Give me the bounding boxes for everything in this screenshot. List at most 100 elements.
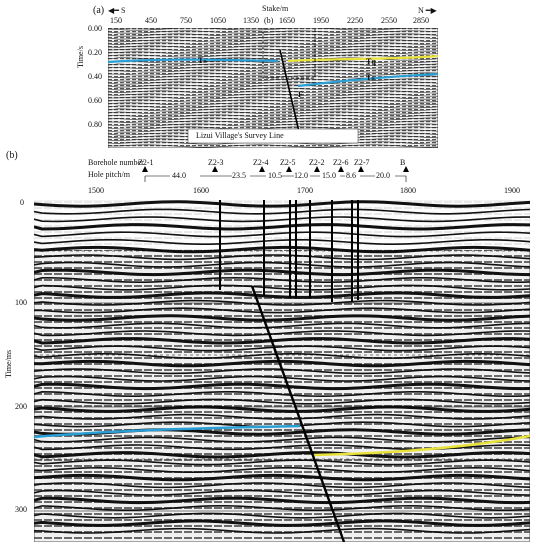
reflector-trace (108, 72, 438, 76)
borehole-label: Z2-3 (208, 158, 224, 167)
reflector-band (34, 216, 530, 223)
fault-line-b (250, 285, 346, 542)
x-tick-label: 1900 (504, 186, 520, 195)
y-tick-label: 0.60 (88, 96, 102, 105)
reflector-band (34, 473, 530, 482)
reflector-trace (108, 117, 438, 121)
reflector-band (34, 208, 530, 215)
reflector-trace (108, 42, 438, 46)
reflector-trace (108, 60, 438, 64)
borehole-label: Z2-7 (354, 158, 370, 167)
reflector-band (34, 451, 530, 459)
reflector-band (34, 200, 530, 208)
y-tick-label: 0.00 (88, 24, 102, 33)
seismic-profile-a (108, 28, 438, 148)
fault-label: F (298, 90, 303, 99)
borehole-label: Z2-2 (309, 158, 325, 167)
reflector-band (34, 268, 530, 277)
borehole-label: Z2-4 (253, 158, 269, 167)
reflector-band (34, 375, 530, 382)
direction-south: ◀━ S (108, 6, 125, 15)
reflector-band (34, 239, 530, 245)
y-tick-label: 100 (15, 298, 27, 307)
stake-label: 1950 (313, 16, 329, 25)
pitch-value: 12.0 (294, 171, 308, 180)
reflector-band (34, 254, 530, 261)
survey-line-label: Lizui Village's Survey Line (196, 131, 284, 140)
reflector-trace (108, 69, 438, 73)
survey-line-box (187, 128, 359, 144)
y-tick-label: 0.80 (88, 120, 102, 129)
reflector-trace (108, 45, 438, 49)
stake-label: 2850 (413, 16, 429, 25)
reflector-trace (108, 96, 438, 100)
reflector-band (34, 398, 530, 405)
borehole-label: B (400, 158, 406, 167)
pitch-value: 10.5 (268, 171, 282, 180)
reflector-trace (108, 87, 438, 91)
reflector-trace (108, 120, 438, 124)
reflector-band (34, 330, 530, 337)
reflector-band (34, 322, 530, 329)
x-tick-label: 1700 (297, 186, 313, 195)
stake-title: Stake/m (262, 4, 289, 13)
reflector-trace (108, 144, 438, 148)
pitch-value: 8.6 (346, 171, 356, 180)
reflector-trace (108, 90, 438, 94)
reflector-trace (108, 84, 438, 88)
reflector-trace (108, 28, 438, 31)
panel-a-tag: (a) (93, 5, 105, 16)
stake-label: 1050 (210, 16, 226, 25)
reflector-band (34, 299, 530, 306)
reflector-band (34, 359, 530, 368)
reflector-trace (108, 30, 438, 34)
horizon-tq-label: Tq (366, 57, 376, 66)
panel-b-ylabel: Time/ms (4, 349, 13, 378)
reflector-trace (108, 126, 438, 130)
reflector-trace (108, 108, 438, 112)
reflector-band (34, 466, 530, 473)
reflector-trace (108, 39, 438, 43)
reflector-band (34, 291, 530, 299)
y-tick-label: 0 (20, 198, 24, 207)
reflector-band (34, 345, 530, 352)
direction-south-label: S (120, 6, 126, 15)
reflector-band (34, 405, 530, 413)
arrow-left-icon: ◀━ (108, 6, 119, 15)
reflector-trace (108, 93, 438, 97)
reflector-band (34, 382, 530, 391)
direction-north-label: N (418, 6, 424, 15)
horizon-blue-b (34, 424, 301, 439)
reflector-band (34, 337, 530, 345)
reflector-band (34, 276, 530, 283)
borehole-lines (219, 200, 359, 302)
reflector-trace (108, 51, 438, 55)
reflector-trace (108, 99, 438, 103)
reflector-band (34, 391, 530, 398)
inset-tag: (b) (264, 16, 274, 25)
reflector-trace (108, 66, 438, 70)
horizon-tn-blue (108, 58, 279, 64)
reflector-band (34, 314, 530, 322)
reflector-trace (108, 81, 438, 85)
x-tick-label: 1800 (400, 186, 416, 195)
borehole-label: Z2-6 (333, 158, 349, 167)
stake-label: 1350 (243, 16, 259, 25)
y-tick-label: 200 (15, 402, 27, 411)
reflector-band (34, 223, 530, 231)
reflector-band (34, 459, 530, 466)
borehole-number-label: Borehole number (88, 158, 144, 167)
inset-box (262, 28, 316, 79)
stake-label: 2250 (347, 16, 363, 25)
horizon-tn2-label: Tₙ (366, 73, 375, 82)
reflector-band (34, 284, 530, 291)
y-tick-label: 0.20 (88, 48, 102, 57)
seismic-profile-b (34, 200, 530, 542)
stake-label: 150 (110, 16, 122, 25)
reflector-band (34, 436, 530, 443)
horizon-tn-label: Tₙ (198, 56, 207, 65)
horizon-tn-blue-right (297, 72, 438, 88)
reflector-band (34, 527, 530, 534)
panel-b-tag: (b) (6, 150, 18, 161)
reflector-band (34, 307, 530, 314)
